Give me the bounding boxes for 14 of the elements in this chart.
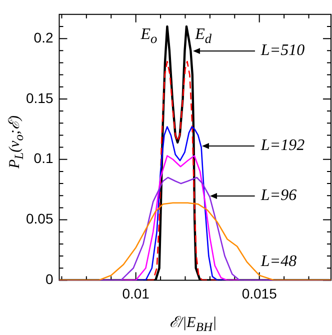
annotation: L=48	[260, 252, 297, 272]
y-tick-label: 0.15	[26, 90, 54, 106]
x-tick-label: 0.01	[122, 285, 150, 302]
y-tick-label: 0.1	[34, 150, 54, 166]
annotation: E$_{d}$	[195, 25, 212, 48]
annotation: L=192	[260, 136, 305, 156]
x-tick-label: 0.015	[242, 285, 278, 302]
y-tick-label: 0.2	[34, 29, 54, 46]
y-tick-label: 0.05	[26, 210, 54, 227]
annotation: L=96	[260, 186, 297, 206]
y-tick-label: 0	[45, 271, 54, 288]
annotation: E$_{o}$	[140, 25, 158, 48]
annotation: L=510	[260, 41, 305, 62]
x-axis-title: ℰ/|E$_{BH}$|	[168, 314, 218, 335]
